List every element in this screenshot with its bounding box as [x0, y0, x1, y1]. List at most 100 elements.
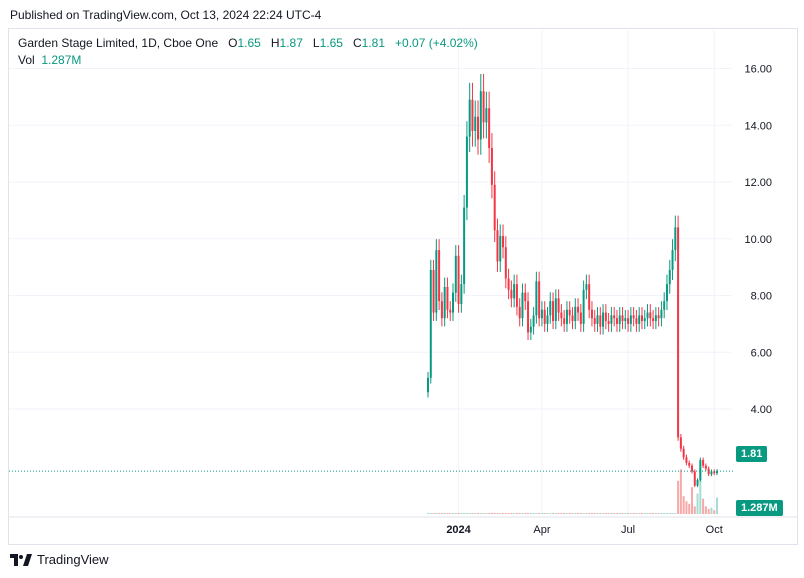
volume-bar — [546, 513, 549, 514]
volume-bar — [624, 513, 627, 514]
candle-body — [577, 306, 580, 313]
volume-bar — [646, 513, 649, 514]
volume-bar — [429, 513, 432, 514]
volume-bar — [463, 513, 466, 514]
tradingview-logo-icon — [10, 553, 32, 566]
volume-bar — [627, 513, 630, 514]
volume-bar — [510, 513, 513, 514]
candle-body — [610, 315, 613, 324]
candle-body — [488, 108, 491, 148]
candle-body — [496, 230, 499, 262]
candle-body — [457, 255, 460, 305]
candle-body — [649, 312, 652, 319]
candle-body — [582, 289, 585, 324]
volume-bar — [593, 513, 596, 514]
volume-bar — [621, 513, 624, 514]
candle-body — [535, 281, 538, 316]
candle-body — [602, 312, 605, 327]
volume-bar — [493, 513, 496, 514]
volume-bar — [610, 513, 613, 514]
candle-body — [454, 255, 457, 293]
volume-bar — [438, 513, 441, 514]
volume-bar — [460, 513, 463, 514]
legend-ohlc-row: Garden Stage Limited, 1D, Cboe One O1.65… — [18, 35, 478, 52]
volume-bar — [482, 513, 485, 514]
volume-bar — [582, 513, 585, 514]
y-tick-label: 16.00 — [744, 64, 772, 76]
candle-body — [646, 312, 649, 319]
volume-bar — [660, 513, 663, 514]
candle-body — [515, 284, 518, 307]
volume-bar — [638, 513, 641, 514]
candle-body — [621, 315, 624, 322]
volume-bar — [682, 496, 685, 514]
candle-body — [435, 250, 438, 313]
volume-bar — [435, 513, 438, 514]
candle-body — [685, 457, 688, 463]
volume-bar — [588, 513, 591, 514]
y-tick-label: 12.00 — [744, 177, 772, 189]
candle-body — [527, 301, 530, 333]
candle-body — [579, 312, 582, 324]
volume-bar — [716, 497, 718, 514]
tradingview-brand: TradingView — [37, 552, 109, 567]
volume-bar — [707, 508, 710, 514]
volume-bar — [474, 513, 477, 514]
volume-label[interactable]: Vol — [18, 53, 35, 67]
volume-bar — [671, 513, 674, 514]
candle-body — [613, 315, 616, 319]
chart-legend: Garden Stage Limited, 1D, Cboe One O1.65… — [18, 35, 478, 69]
high-value: 1.87 — [279, 36, 303, 50]
candle-body — [510, 289, 513, 299]
candle-body — [671, 250, 674, 270]
volume-bar — [688, 503, 691, 514]
volume-bar — [557, 513, 560, 514]
volume-bar — [471, 513, 474, 514]
volume-bar — [699, 468, 702, 514]
candle-body — [463, 207, 466, 285]
volume-bar — [663, 513, 666, 514]
volume-bar — [649, 513, 652, 514]
candle-body — [663, 301, 666, 310]
volume-bar — [607, 513, 610, 514]
symbol-name[interactable]: Garden Stage Limited, 1D, Cboe One — [18, 36, 219, 50]
candle-body — [627, 318, 630, 324]
volume-bar — [693, 506, 696, 514]
price-axis-badge: 1.81 — [736, 446, 768, 462]
volume-bar — [457, 513, 460, 514]
open-label: O — [228, 36, 238, 50]
volume-bar — [613, 513, 616, 514]
volume-bar — [454, 513, 457, 514]
volume-bar — [527, 513, 530, 514]
volume-bar — [502, 513, 505, 514]
candle-body — [629, 315, 632, 324]
volume-bar — [540, 513, 543, 514]
candle-body — [460, 284, 463, 305]
candle-body — [432, 269, 435, 313]
candle-body — [599, 315, 602, 327]
volume-bar — [535, 513, 538, 514]
y-tick-label: 8.00 — [751, 291, 772, 303]
volume-bar — [674, 513, 677, 514]
low-label: L — [312, 36, 320, 50]
volume-bar — [590, 513, 593, 514]
candle-body — [474, 116, 477, 131]
candle-body — [652, 318, 655, 322]
chart-frame[interactable] — [8, 28, 798, 545]
volume-bar — [490, 513, 493, 514]
candle-body — [524, 292, 527, 302]
candle-body — [585, 284, 588, 290]
candle-body — [574, 306, 577, 322]
volume-bar — [440, 513, 443, 514]
volume-bar — [635, 513, 638, 514]
volume-bar — [632, 513, 635, 514]
candle-body — [543, 309, 546, 324]
tradingview-logo[interactable]: TradingView — [10, 552, 109, 567]
volume-bar — [521, 513, 524, 514]
volume-bar — [449, 513, 452, 514]
volume-bar — [568, 513, 571, 514]
candle-body — [563, 318, 566, 324]
candle-body — [443, 287, 446, 319]
volume-value: 1.287M — [41, 53, 82, 67]
